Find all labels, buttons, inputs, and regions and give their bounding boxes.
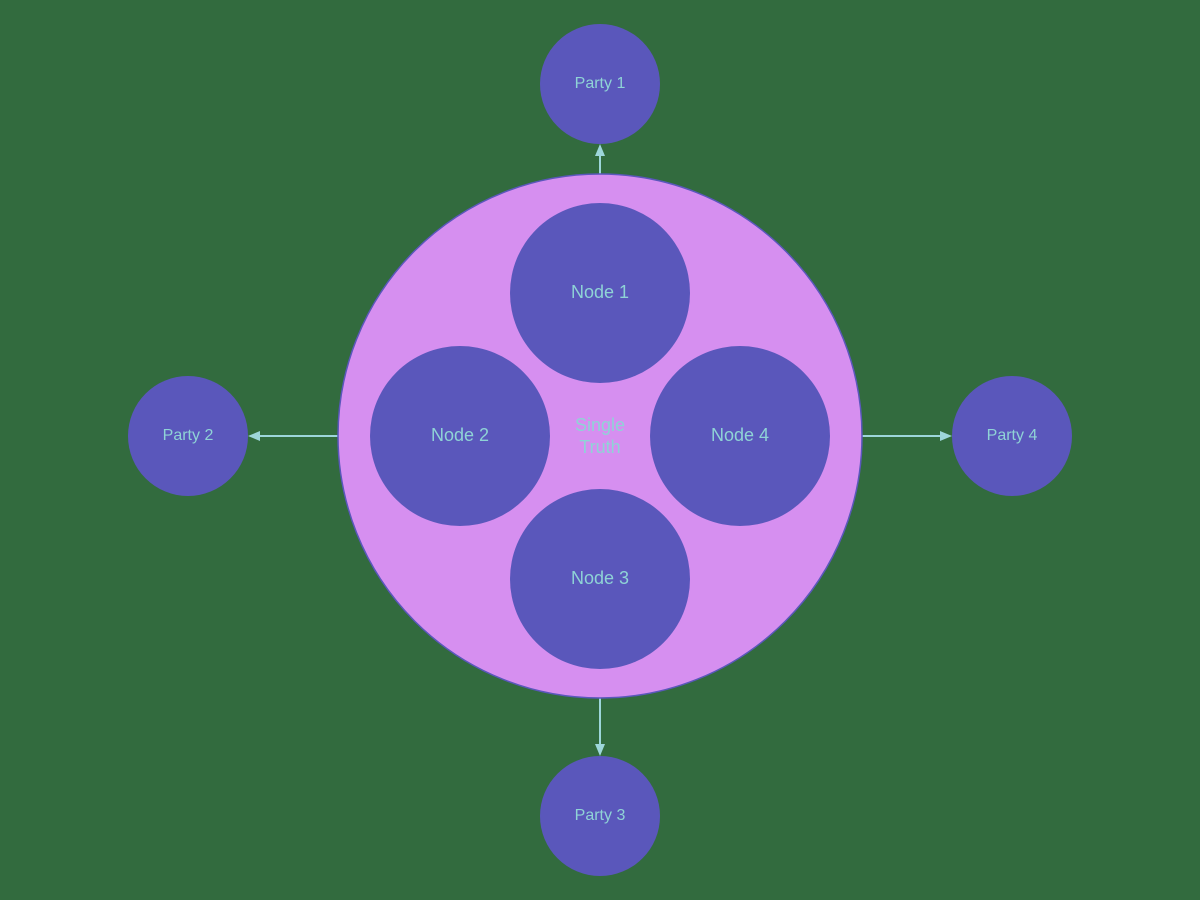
- party-node-party2: Party 2: [128, 376, 248, 496]
- inner-node-node3: Node 3: [510, 489, 690, 669]
- diagram-canvas: Single Truth Node 1 Node 2 Node 4 Node 3 Pa…: [0, 0, 1200, 900]
- party-node-label: Party 3: [575, 807, 626, 824]
- inner-node-node1: Node 1: [510, 203, 690, 383]
- center-label-line2: Truth: [579, 437, 620, 457]
- inner-node-label: Node 1: [571, 282, 629, 302]
- party-node-party3: Party 3: [540, 756, 660, 876]
- inner-node-label: Node 4: [711, 425, 769, 445]
- party-node-label: Party 4: [987, 427, 1038, 444]
- party-node-party1: Party 1: [540, 24, 660, 144]
- party-node-label: Party 2: [163, 427, 214, 444]
- party-node-party4: Party 4: [952, 376, 1072, 496]
- inner-node-node4: Node 4: [650, 346, 830, 526]
- inner-node-label: Node 2: [431, 425, 489, 445]
- center-label-line1: Single: [575, 415, 625, 435]
- inner-node-label: Node 3: [571, 568, 629, 588]
- party-node-label: Party 1: [575, 75, 626, 92]
- inner-node-node2: Node 2: [370, 346, 550, 526]
